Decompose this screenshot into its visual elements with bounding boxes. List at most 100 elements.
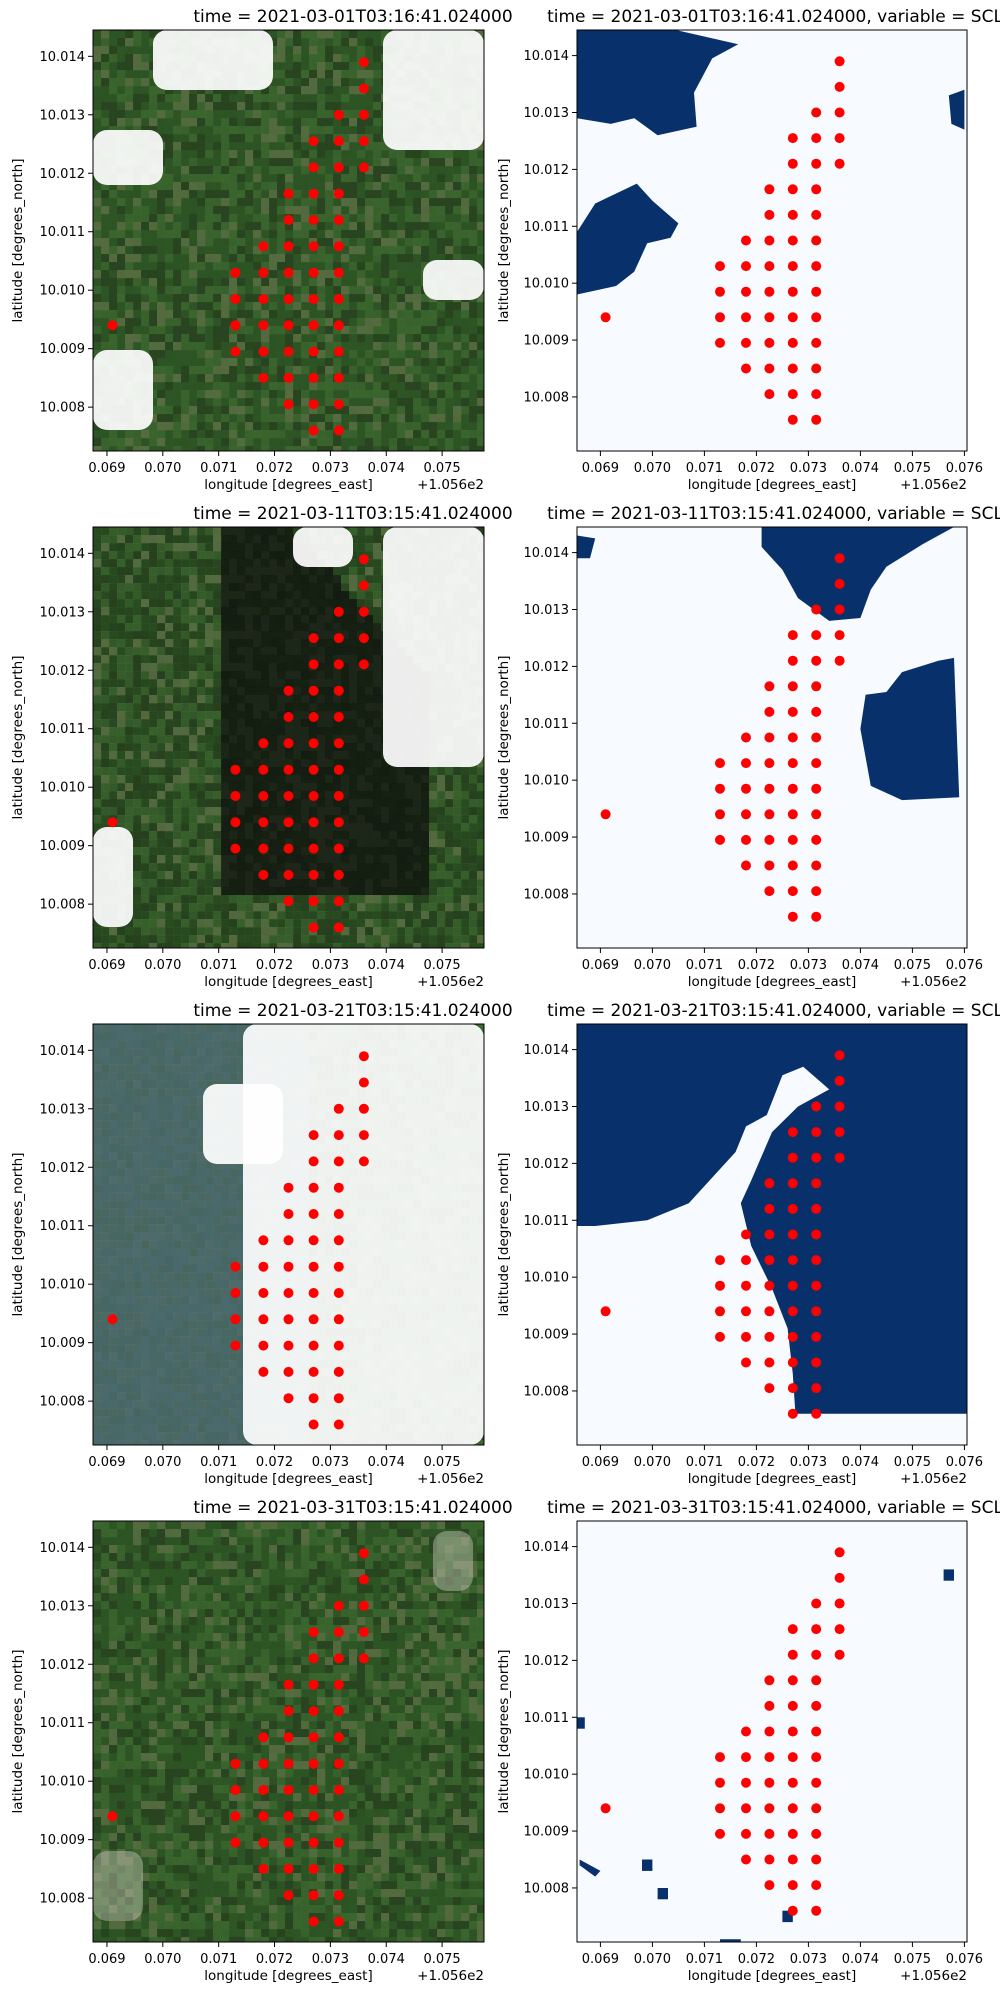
sample-point: [787, 1280, 798, 1291]
sample-point: [787, 758, 798, 769]
y-tick-label: 10.010: [40, 781, 86, 796]
sample-point: [811, 911, 822, 922]
sample-point: [715, 1777, 725, 1788]
sample-point: [764, 1828, 775, 1839]
y-tick-label: 10.013: [40, 605, 86, 620]
sample-point: [787, 1255, 798, 1266]
x-axis-label: longitude [degrees_east]: [688, 1968, 856, 1984]
sample-point: [811, 363, 822, 374]
sample-point: [283, 372, 294, 383]
sample-point: [358, 1156, 369, 1167]
sample-point: [308, 764, 319, 775]
sample-point: [811, 1152, 822, 1163]
y-tick-label: 10.014: [524, 1043, 570, 1058]
scl-cloud-region: [761, 527, 954, 621]
sample-point: [283, 1209, 294, 1219]
sample-point: [358, 1627, 369, 1638]
sample-point: [764, 1357, 775, 1368]
sample-point: [715, 1255, 725, 1266]
sample-point: [283, 896, 294, 907]
x-tick-label: 0.071: [200, 1952, 237, 1967]
sample-point: [333, 1837, 344, 1848]
sample-point: [283, 1366, 294, 1377]
sample-point: [787, 158, 798, 169]
sample-point: [333, 1706, 344, 1716]
y-tick-label: 10.011: [40, 225, 86, 240]
sample-point: [787, 911, 798, 922]
sample-point: [811, 655, 822, 666]
sample-point: [308, 1732, 319, 1743]
sample-point: [811, 1649, 822, 1660]
sample-point: [741, 1229, 751, 1240]
sample-point: [715, 758, 725, 769]
sample-point: [358, 1130, 369, 1141]
sample-point: [230, 764, 241, 775]
sample-point: [764, 834, 775, 845]
sample-point: [764, 209, 775, 220]
sample-point: [283, 1837, 294, 1848]
sample-point: [715, 1331, 725, 1342]
sample-point: [283, 1863, 294, 1874]
sample-point: [787, 414, 798, 425]
sample-point: [333, 188, 344, 199]
sample-point: [764, 1854, 775, 1865]
satellite-image: [93, 527, 484, 948]
sample-point: [715, 1306, 725, 1317]
y-tick-label: 10.012: [40, 1658, 86, 1673]
sample-point: [333, 1393, 344, 1404]
y-tick-label: 10.012: [524, 660, 570, 675]
sample-point: [308, 241, 319, 252]
sample-point: [715, 834, 725, 845]
sample-point: [741, 286, 751, 297]
panel-3-scl: 0.069 0.070 0.071 0.072 0.073 0.074 0.075 0.076…: [496, 1001, 1000, 1487]
axes-frame: [92, 1023, 485, 1446]
x-tick-label: 0.074: [368, 1952, 405, 1967]
sample-point: [715, 1280, 725, 1291]
sample-points: [600, 1050, 845, 1419]
sample-point: [283, 1235, 294, 1246]
sample-point: [333, 922, 344, 933]
x-tick-label: 0.069: [582, 1455, 619, 1470]
sample-point: [230, 346, 241, 357]
panel-title: time = 2021-03-21T03:15:41.024000, varia…: [547, 1001, 1000, 1021]
sample-point: [741, 337, 751, 348]
sample-point: [258, 1758, 269, 1769]
sample-point: [741, 860, 751, 871]
sample-point: [787, 286, 798, 297]
sample-point: [333, 1288, 344, 1298]
cloud-patch: [243, 1024, 484, 1445]
panel-title: time = 2021-03-21T03:15:41.024000: [193, 1001, 512, 1021]
sample-point: [764, 1229, 775, 1240]
y-axis-label: latitude [degrees_north]: [10, 1153, 26, 1317]
sample-point: [333, 215, 344, 225]
sample-point: [715, 1752, 725, 1763]
cloud-patch: [93, 350, 153, 430]
sample-point: [834, 1152, 845, 1163]
sample-point: [283, 1340, 294, 1351]
sample-point: [715, 261, 725, 272]
x-tick-label: 0.072: [256, 1952, 293, 1967]
sample-point: [333, 1890, 344, 1901]
x-offset-label: +1.056e2: [417, 1968, 484, 1984]
sample-point: [834, 1624, 845, 1635]
y-tick-label: 10.008: [524, 887, 570, 902]
sample-point: [258, 1288, 269, 1298]
y-tick-label: 10.013: [524, 106, 570, 121]
sample-point: [333, 399, 344, 410]
x-tick-label: 0.069: [88, 1952, 125, 1967]
sample-point: [358, 1574, 369, 1585]
sample-point: [741, 1854, 751, 1865]
y-tick-label: 10.013: [524, 603, 570, 618]
sample-point: [283, 738, 294, 749]
sample-point: [787, 312, 798, 323]
sample-point: [834, 1127, 845, 1138]
y-tick-label: 10.014: [524, 49, 570, 64]
sample-point: [811, 1127, 822, 1138]
sample-point: [811, 1854, 822, 1865]
sample-point: [811, 860, 822, 871]
sample-point: [811, 1178, 822, 1189]
cloud-patch: [93, 1851, 143, 1921]
scl-mask-group: [577, 1569, 954, 1942]
sample-point: [308, 1863, 319, 1874]
y-tick-label: 10.008: [524, 1881, 570, 1896]
